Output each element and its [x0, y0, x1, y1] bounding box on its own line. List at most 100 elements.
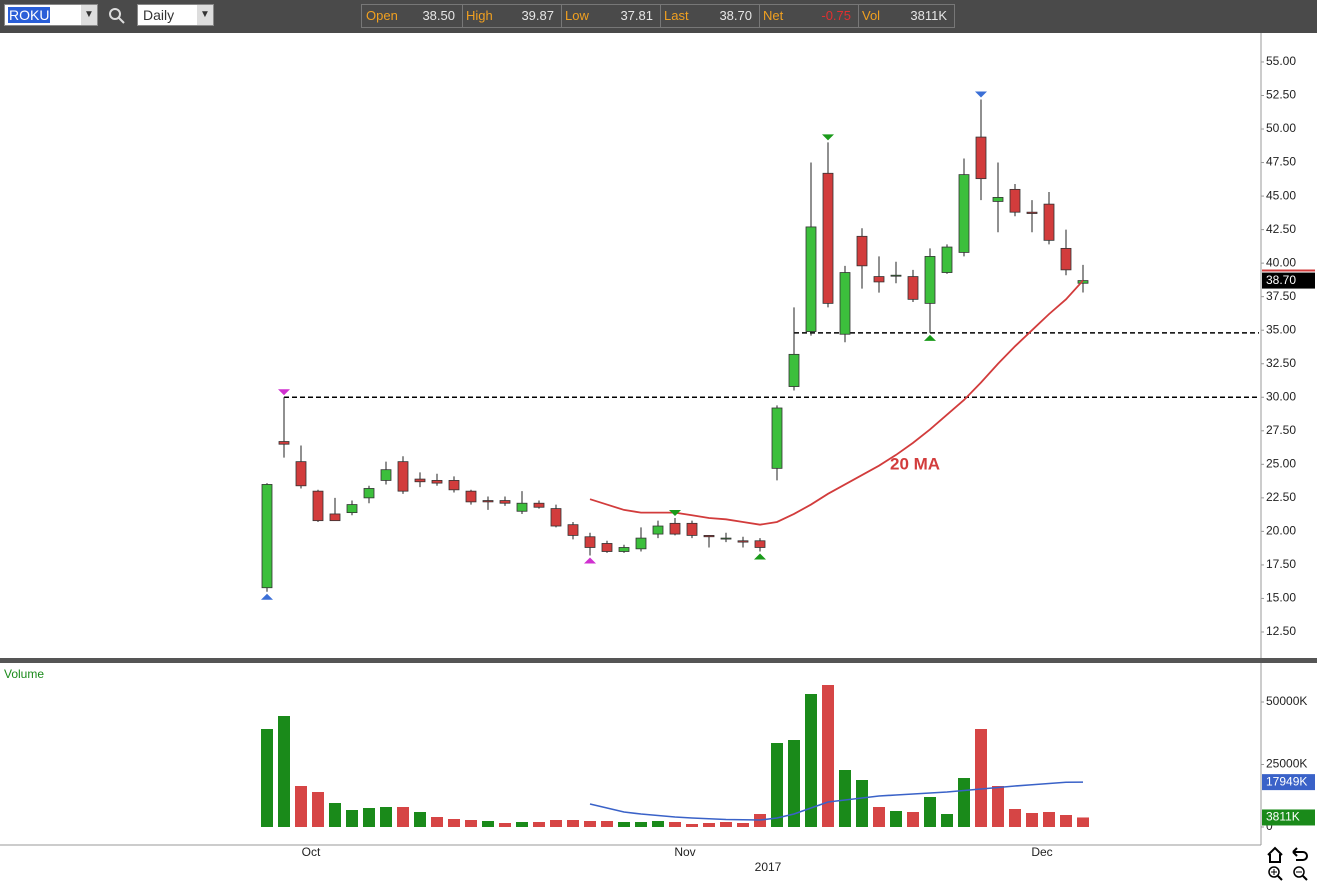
y-tick-label: 50000K: [1266, 694, 1307, 708]
volume-bar: [703, 823, 715, 827]
candle-body: [686, 522, 698, 536]
ma-tag: [1262, 774, 1315, 791]
symbol-box[interactable]: ROKU ▼: [4, 4, 98, 26]
stat-value: 39.87: [521, 8, 554, 23]
last-tag: [1262, 272, 1315, 289]
y-tick-label: 50.00: [1266, 121, 1296, 135]
stat-value: -0.75: [821, 8, 851, 23]
volume-bar: [958, 778, 970, 827]
interval[interactable]: Daily: [143, 7, 175, 23]
candle-body: [584, 536, 596, 548]
volume-bar: [550, 820, 562, 827]
undo-button[interactable]: [1292, 847, 1308, 861]
candle-body: [448, 480, 460, 491]
candle-body: [431, 480, 443, 484]
candle-body: [992, 197, 1004, 202]
candle-body: [703, 535, 715, 538]
volume-bar: [924, 797, 936, 827]
volume-bar: [822, 685, 834, 827]
volume-bar: [312, 792, 324, 827]
stat-value: 3811K: [910, 8, 947, 23]
candle-body: [346, 504, 358, 514]
candle-body: [754, 540, 766, 548]
separator: [462, 5, 463, 27]
dropdown[interactable]: ▼: [197, 5, 213, 25]
volume-bar: [975, 729, 987, 827]
volume-bar: [431, 817, 443, 827]
separator: [561, 5, 562, 27]
volume-bar: [448, 819, 460, 827]
volume-bar: [856, 780, 868, 827]
y-tick-label: 27.50: [1266, 423, 1296, 437]
volume-bar: [380, 807, 392, 827]
candle-body: [312, 490, 324, 522]
candle-body: [618, 547, 630, 552]
stat-value: 37.81: [620, 8, 653, 23]
search-icon[interactable]: [108, 7, 126, 25]
volume-bar: [771, 743, 783, 827]
volume-bar: [346, 810, 358, 827]
stat-label: Vol: [862, 8, 881, 23]
high-marker: [669, 509, 681, 516]
volume-bar: [397, 807, 409, 827]
y-tick-label: 52.50: [1266, 88, 1296, 102]
volume-bar: [1077, 817, 1089, 827]
y-tick-label: 40.00: [1266, 255, 1296, 269]
candle-body: [567, 524, 579, 536]
interval-box[interactable]: Daily ▼: [137, 4, 214, 26]
panel-title: Volume: [4, 667, 44, 681]
y-tick-label: 22.50: [1266, 490, 1296, 504]
high-marker: [822, 134, 834, 141]
volume-bar: [890, 811, 902, 827]
candle-body: [1009, 188, 1021, 213]
volume-bar: [261, 729, 273, 827]
candle-body: [550, 508, 562, 527]
candle-body: [380, 469, 392, 481]
volume-bar: [278, 716, 290, 827]
candle-body: [516, 502, 528, 512]
dropdown[interactable]: ▼: [81, 5, 97, 25]
low-marker: [261, 593, 273, 600]
candle-body: [329, 513, 341, 522]
y-tick-label: 17.50: [1266, 557, 1296, 571]
volume-bar: [295, 786, 307, 827]
stat-value: 38.50: [422, 8, 455, 23]
stat-value: 38.70: [719, 8, 752, 23]
stats-panel: Open 38.50 High 39.87 Low 37.81 Last 38.70 Net -0…: [361, 4, 955, 28]
candle-body: [839, 272, 851, 335]
volume-bar: [533, 822, 545, 827]
volume-bar: [567, 820, 579, 827]
chart: 12.50 15.00 17.50 20.00 22.50 25.00 27.50 30.00…: [0, 33, 1317, 881]
volume-bar: [686, 824, 698, 827]
x-tick-label: Nov: [674, 845, 695, 859]
candle-body: [975, 136, 987, 180]
y-tick-label: 30.00: [1266, 389, 1296, 403]
home-button[interactable]: [1267, 846, 1283, 863]
volume-bar: [499, 823, 511, 827]
panel-separator: [0, 658, 1317, 663]
symbol[interactable]: ROKU: [8, 7, 51, 23]
volume-bar: [1043, 812, 1055, 827]
volume-bar: [839, 770, 851, 827]
y-tick-label: 42.50: [1266, 222, 1296, 236]
candle-body: [890, 274, 902, 277]
zoom-in-button[interactable]: [1268, 866, 1283, 881]
volume-tag-label: 3811K: [1266, 810, 1300, 824]
volume-bar: [805, 694, 817, 827]
separator: [660, 5, 661, 27]
zoom-out-button[interactable]: [1293, 866, 1308, 881]
y-tick-label: 32.50: [1266, 356, 1296, 370]
low-marker: [924, 334, 936, 341]
volume-bar: [329, 803, 341, 827]
volume-bar: [788, 740, 800, 827]
ma-tag-label: 17949K: [1266, 774, 1307, 788]
stat-label: Net: [763, 8, 784, 23]
low-marker: [754, 553, 766, 560]
stat-label: Low: [565, 8, 589, 23]
candle-body: [278, 441, 290, 445]
y-tick-label: 0: [1266, 819, 1273, 833]
volume-bar: [465, 820, 477, 827]
volume-bar: [1060, 815, 1072, 827]
volume-ma-line: [589, 781, 1084, 821]
